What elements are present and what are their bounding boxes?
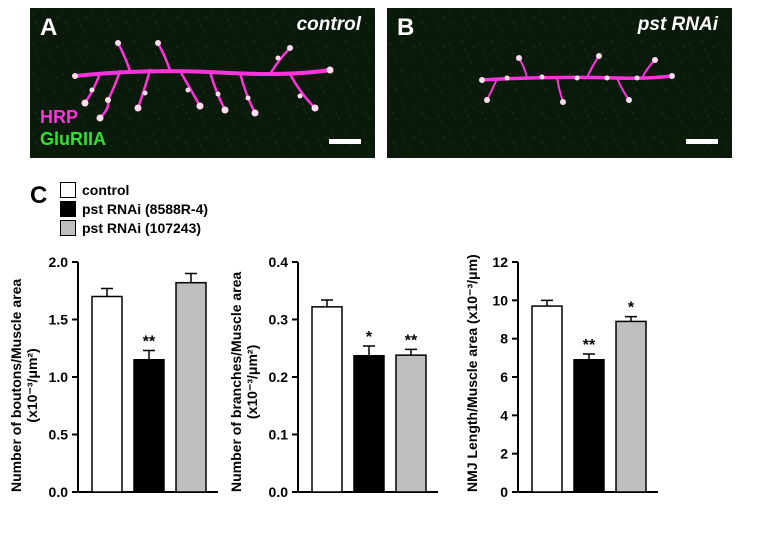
svg-text:0.5: 0.5: [49, 427, 69, 443]
svg-text:0.0: 0.0: [49, 484, 69, 500]
legend-swatch: [60, 220, 76, 236]
glur-label: GluRIIA: [40, 129, 106, 150]
legend-label: pst RNAi (107243): [82, 220, 201, 236]
legend-label: control: [82, 182, 129, 198]
bar-chart: Number of boutons/Muscle area(x10⁻³/μm²)…: [30, 262, 220, 532]
legend-swatch: [60, 201, 76, 217]
legend-item: pst RNAi (107243): [60, 220, 208, 236]
svg-text:*: *: [366, 329, 373, 346]
panel-letter-a: A: [40, 14, 57, 42]
panel-letter-c: C: [30, 182, 47, 210]
svg-text:1.0: 1.0: [49, 369, 69, 385]
hrp-label: HRP: [40, 107, 78, 128]
svg-text:1.5: 1.5: [49, 312, 69, 328]
svg-text:0.0: 0.0: [269, 484, 289, 500]
svg-text:**: **: [583, 337, 596, 354]
scalebar-a: [329, 139, 361, 144]
legend-swatch: [60, 182, 76, 198]
svg-text:12: 12: [492, 254, 508, 270]
bar-chart: Number of branches/Muscle area(x10⁻³/μm²…: [250, 262, 440, 532]
svg-text:8: 8: [500, 331, 508, 347]
svg-text:**: **: [405, 332, 418, 349]
micrograph-a: A control HRP GluRIIA: [30, 8, 375, 158]
panel-label-control: control: [297, 14, 361, 36]
y-axis-label: Number of boutons/Muscle area(x10⁻³/μm²): [8, 279, 41, 492]
legend-item: control: [60, 182, 208, 198]
svg-text:2.0: 2.0: [49, 254, 69, 270]
y-axis-label: Number of branches/Muscle area(x10⁻³/μm²…: [228, 272, 261, 492]
panel-label-pstrnai: pst RNAi: [638, 14, 718, 36]
svg-text:0.1: 0.1: [269, 427, 289, 443]
scalebar-b: [686, 139, 718, 144]
micrograph-b: B pst RNAi: [387, 8, 732, 158]
svg-text:0.2: 0.2: [269, 369, 289, 385]
svg-text:*: *: [628, 300, 635, 317]
svg-text:0: 0: [500, 484, 508, 500]
legend-item: pst RNAi (8588R-4): [60, 201, 208, 217]
svg-text:0.4: 0.4: [269, 254, 289, 270]
legend-label: pst RNAi (8588R-4): [82, 201, 208, 217]
panel-letter-b: B: [397, 14, 414, 42]
svg-text:4: 4: [500, 407, 508, 423]
svg-text:0.3: 0.3: [269, 312, 289, 328]
svg-text:6: 6: [500, 369, 508, 385]
y-axis-label: NMJ Length/Muscle area (x10⁻³/μm): [464, 254, 481, 492]
legend: control pst RNAi (8588R-4) pst RNAi (10724…: [60, 182, 208, 239]
svg-text:10: 10: [492, 292, 508, 308]
svg-text:**: **: [143, 334, 156, 351]
svg-text:2: 2: [500, 446, 508, 462]
charts-row: Number of boutons/Muscle area(x10⁻³/μm²)…: [30, 262, 660, 532]
bar-chart: NMJ Length/Muscle area (x10⁻³/μm)0246810…: [470, 262, 660, 532]
